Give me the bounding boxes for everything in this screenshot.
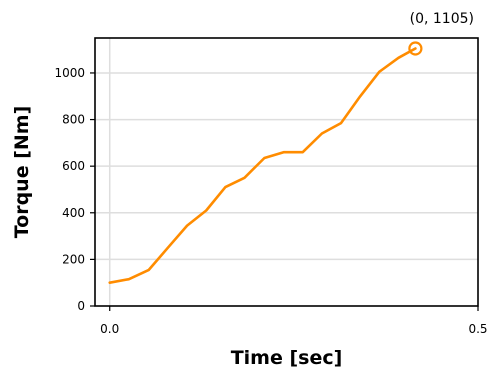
x-tick-label: 0.5 xyxy=(468,322,487,336)
plot-frame xyxy=(94,37,479,307)
x-tick-label: 0.0 xyxy=(100,322,119,336)
y-tick-label: 600 xyxy=(62,159,85,173)
axis-ticks: 0 200 400 600 800 1000 0.0 0.5 xyxy=(54,66,487,336)
series-lines xyxy=(108,47,417,285)
annotation-label: (0, 1105) xyxy=(410,11,474,27)
y-tick-label: 200 xyxy=(62,252,85,266)
y-tick-label: 0 xyxy=(77,299,85,313)
torque-series-line xyxy=(108,47,417,285)
y-tick-label: 1000 xyxy=(54,66,85,80)
annotation-marker xyxy=(408,41,423,56)
grid-lines xyxy=(95,38,478,306)
x-axis-label: Time [sec] xyxy=(231,347,343,369)
y-tick-label: 400 xyxy=(62,206,85,220)
y-tick-label: 800 xyxy=(62,113,85,127)
markers xyxy=(408,41,423,56)
y-axis-label: Torque [Nm] xyxy=(11,106,33,239)
